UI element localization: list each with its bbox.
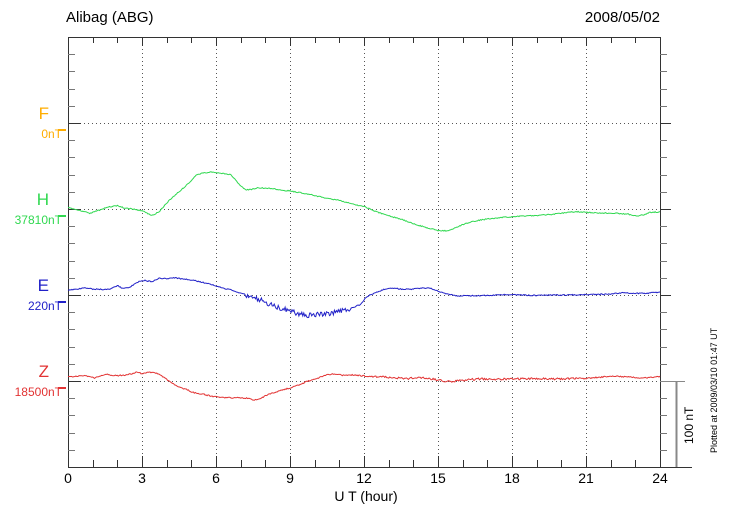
x-tick-label-0: 0 [64, 470, 72, 486]
x-tick-label-15: 15 [430, 470, 446, 486]
x-tick-label-18: 18 [504, 470, 520, 486]
x-tick-label-12: 12 [356, 470, 372, 486]
x-tick-label-6: 6 [212, 470, 220, 486]
component-letter-f: F [38, 104, 49, 123]
x-axis-title: U T (hour) [334, 488, 398, 504]
x-tick-label-9: 9 [286, 470, 294, 486]
component-basevalue-f: 0nT [41, 127, 62, 141]
component-basevalue-z: 18500nT [14, 385, 62, 399]
e-axis-marker [58, 301, 66, 303]
component-letter-z: Z [38, 362, 49, 381]
trace-e [67, 276, 661, 319]
observation-date: 2008/05/02 [584, 9, 660, 26]
x-tick-label-24: 24 [652, 470, 668, 486]
trace-h [67, 171, 661, 232]
f-axis-marker [58, 129, 66, 131]
component-letter-h: H [36, 190, 49, 209]
h-axis-marker [58, 215, 66, 217]
x-tick-label-3: 3 [138, 470, 146, 486]
x-tick-label-21: 21 [578, 470, 594, 486]
component-letter-e: E [37, 276, 49, 295]
trace-z [67, 371, 661, 401]
station-title: Alibag (ABG) [66, 9, 154, 26]
z-axis-marker [58, 387, 66, 389]
component-basevalue-h: 37810nT [14, 213, 62, 227]
scale-bar-label: 100 nT [682, 406, 696, 444]
plotted-at-note: Plotted at 2009/03/10 01:47 UT [709, 327, 719, 453]
component-basevalue-e: 220nT [27, 299, 62, 313]
